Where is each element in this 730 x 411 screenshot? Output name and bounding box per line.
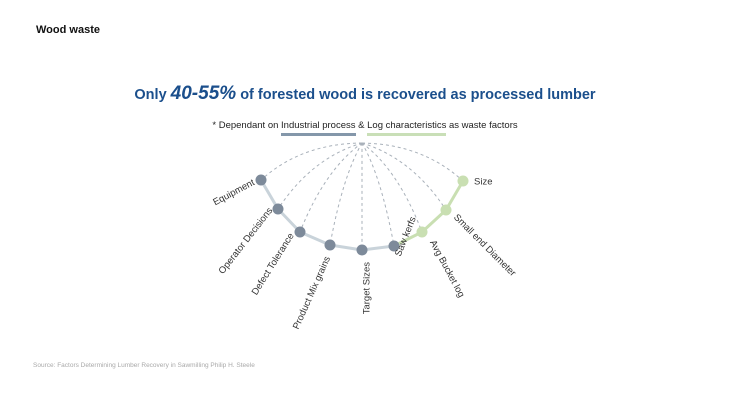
dashed-connector: [361, 142, 395, 247]
dashed-connector: [361, 142, 447, 211]
industrial-process-label: Industrial process: [281, 120, 356, 136]
factor-label: Size: [474, 177, 492, 188]
headline-highlight: 40-55%: [170, 83, 237, 104]
factor-label: Defect Tolerance: [250, 231, 297, 297]
factor-node: [272, 203, 284, 215]
dashed-connector: [299, 142, 363, 233]
subtitle-joiner: &: [355, 120, 368, 131]
headline: Only 40-55% of forested wood is recovere…: [0, 83, 730, 105]
factor-node: [324, 239, 336, 251]
subtitle-suffix: as waste factors: [446, 120, 518, 131]
factor-label: Avg Bucket log: [427, 238, 466, 299]
arc-segment: [444, 179, 465, 212]
factor-node: [255, 174, 267, 186]
factor-node: [388, 240, 400, 252]
log-characteristics-label: Log characteristics: [367, 120, 447, 136]
headline-prefix: Only: [134, 87, 171, 103]
headline-suffix: of forested wood is recovered as process…: [236, 87, 596, 103]
factor-node: [457, 175, 469, 187]
factor-node: [416, 226, 428, 238]
factor-label: Target Sizes: [362, 262, 373, 315]
arc-segment: [259, 178, 280, 211]
slide-title: Wood waste: [36, 24, 100, 36]
factor-nodes: [255, 174, 469, 256]
subtitle: * Dependant on Industrial process & Log …: [0, 120, 730, 136]
factor-label: Small end Diameter: [451, 212, 518, 279]
dashed-connector: [277, 142, 363, 210]
source-citation: Source: Factors Determining Lumber Recov…: [33, 362, 255, 369]
factor-label: Equipment: [211, 177, 257, 208]
factor-node: [356, 244, 368, 256]
dashed-connector: [260, 142, 363, 181]
factor-label: Product Mix grains: [291, 255, 333, 332]
dashed-connector: [361, 142, 464, 182]
factor-node: [440, 204, 452, 216]
dashed-connector: [361, 142, 423, 233]
subtitle-prefix: * Dependant on: [212, 120, 282, 131]
dashed-connector: [329, 142, 363, 246]
dashed-connectors: [260, 142, 464, 250]
factor-node: [294, 226, 306, 238]
